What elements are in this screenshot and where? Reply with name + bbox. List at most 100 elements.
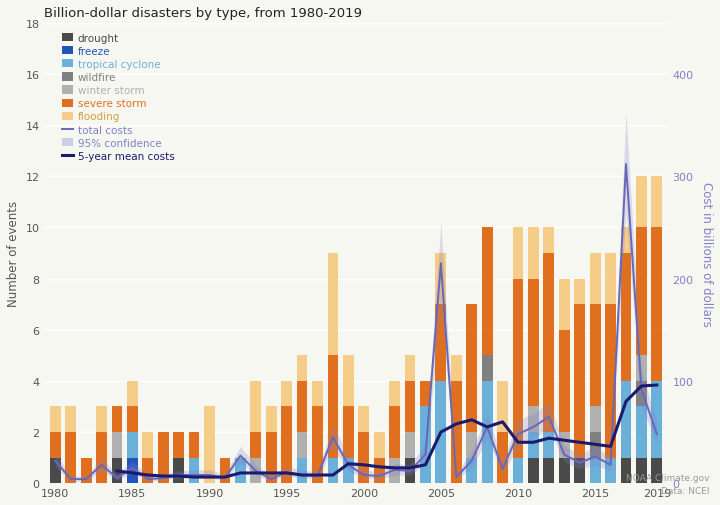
Bar — [590, 254, 600, 305]
Bar — [544, 432, 554, 458]
Bar — [343, 458, 354, 483]
Bar — [482, 356, 492, 381]
Bar — [158, 432, 168, 483]
Bar — [528, 279, 539, 407]
Bar — [204, 407, 215, 483]
Bar — [575, 458, 585, 483]
Bar — [405, 458, 415, 483]
Bar — [189, 432, 199, 458]
Bar — [220, 458, 230, 483]
Bar — [451, 356, 462, 381]
Bar — [636, 407, 647, 458]
Bar — [436, 381, 446, 483]
Bar — [405, 432, 415, 458]
Bar — [343, 407, 354, 458]
Bar — [127, 407, 138, 432]
Bar — [251, 381, 261, 432]
Bar — [359, 432, 369, 483]
Bar — [420, 407, 431, 483]
Bar — [636, 228, 647, 356]
Bar — [575, 279, 585, 305]
Bar — [112, 407, 122, 432]
Bar — [467, 432, 477, 458]
Bar — [467, 305, 477, 432]
Y-axis label: Cost in billions of dollars: Cost in billions of dollars — [700, 181, 713, 326]
Bar — [374, 432, 384, 458]
Bar — [390, 458, 400, 483]
Bar — [590, 432, 600, 458]
Bar — [467, 458, 477, 483]
Bar — [544, 458, 554, 483]
Bar — [498, 432, 508, 483]
Bar — [482, 228, 492, 356]
Bar — [405, 381, 415, 432]
Bar — [127, 381, 138, 407]
Bar — [544, 228, 554, 254]
Bar — [50, 432, 60, 458]
Bar — [605, 254, 616, 305]
Bar — [390, 407, 400, 458]
Bar — [405, 356, 415, 381]
Bar — [559, 432, 570, 458]
Bar — [174, 458, 184, 483]
Bar — [621, 228, 631, 254]
Bar — [390, 381, 400, 407]
Bar — [343, 356, 354, 407]
Bar — [127, 458, 138, 483]
Bar — [66, 407, 76, 432]
Text: NOAA Climate.gov
Data: NCEI: NOAA Climate.gov Data: NCEI — [626, 474, 709, 495]
Bar — [544, 254, 554, 432]
Bar — [251, 432, 261, 458]
Bar — [652, 458, 662, 483]
Bar — [590, 458, 600, 483]
Bar — [621, 458, 631, 483]
Bar — [127, 432, 138, 458]
Bar — [297, 356, 307, 381]
Bar — [50, 407, 60, 432]
Bar — [559, 330, 570, 432]
Bar — [143, 432, 153, 458]
Y-axis label: Number of events: Number of events — [7, 200, 20, 307]
Bar — [513, 279, 523, 458]
Bar — [297, 458, 307, 483]
Bar — [605, 305, 616, 458]
Bar — [652, 177, 662, 228]
Bar — [328, 356, 338, 458]
Bar — [297, 381, 307, 432]
Bar — [513, 458, 523, 483]
Bar — [451, 381, 462, 483]
Bar — [328, 458, 338, 483]
Bar — [420, 381, 431, 407]
Bar — [528, 458, 539, 483]
Bar — [50, 458, 60, 483]
Legend: drought, freeze, tropical cyclone, wildfire, winter storm, severe storm, floodin: drought, freeze, tropical cyclone, wildf… — [62, 34, 174, 162]
Bar — [312, 407, 323, 483]
Bar — [328, 254, 338, 356]
Bar — [266, 407, 276, 432]
Bar — [559, 279, 570, 330]
Bar — [312, 381, 323, 407]
Bar — [636, 381, 647, 407]
Bar — [575, 305, 585, 458]
Bar — [636, 177, 647, 228]
Bar — [112, 458, 122, 483]
Bar — [297, 432, 307, 458]
Bar — [143, 458, 153, 483]
Bar — [436, 254, 446, 305]
Bar — [498, 381, 508, 432]
Bar — [282, 381, 292, 407]
Bar — [81, 458, 91, 483]
Bar — [374, 458, 384, 483]
Bar — [66, 432, 76, 483]
Bar — [436, 305, 446, 381]
Bar — [621, 254, 631, 381]
Bar — [621, 381, 631, 458]
Bar — [96, 432, 107, 483]
Bar — [528, 228, 539, 279]
Text: Billion-dollar disasters by type, from 1980-2019: Billion-dollar disasters by type, from 1… — [45, 7, 362, 20]
Bar — [605, 458, 616, 483]
Bar — [482, 381, 492, 483]
Bar — [590, 305, 600, 407]
Bar — [528, 432, 539, 458]
Bar — [528, 407, 539, 432]
